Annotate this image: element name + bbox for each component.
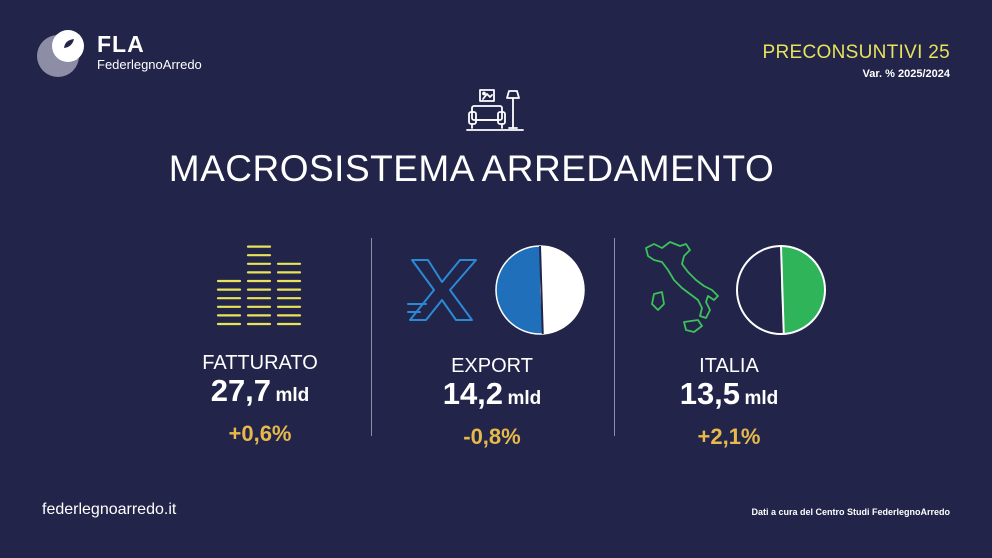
stat-value: 27,7 mld bbox=[160, 374, 360, 414]
footer-credit: Dati a cura del Centro Studi FederlegnoA… bbox=[751, 507, 950, 517]
bars-icon bbox=[216, 245, 302, 326]
divider bbox=[371, 238, 372, 436]
stat-fatturato: FATTURATO 27,7 mld +0,6% bbox=[160, 352, 360, 446]
stat-number: 14,2 bbox=[442, 376, 504, 411]
italy-map-icon bbox=[645, 241, 719, 333]
sofa-lamp-icon bbox=[466, 89, 524, 131]
stat-change: -0,8% bbox=[463, 424, 521, 449]
stat-label: EXPORT bbox=[451, 355, 533, 377]
fla-logo-icon bbox=[37, 30, 84, 77]
stat-label: ITALIA bbox=[699, 355, 759, 377]
export-pie-chart bbox=[495, 245, 585, 335]
brand-subtitle: FederlegnoArredo bbox=[97, 57, 202, 72]
divider bbox=[614, 238, 615, 436]
stat-unit: mld bbox=[507, 388, 542, 409]
variation-label: Var. % 2025/2024 bbox=[862, 68, 950, 80]
stat-change: +0,6% bbox=[228, 421, 292, 446]
page-title: MACROSISTEMA ARREDAMENTO bbox=[168, 148, 775, 189]
stat-change: +2,1% bbox=[697, 424, 761, 449]
stat-italia: ITALIA 13,5 mld +2,1% bbox=[629, 355, 829, 449]
stat-export: EXPORT 14,2 mld -0,8% bbox=[392, 355, 592, 449]
pie-divider bbox=[539, 245, 544, 334]
stat-value: 13,5 mld bbox=[629, 377, 829, 417]
pie-divider bbox=[780, 245, 785, 334]
export-x-icon bbox=[407, 259, 477, 321]
brand-title: FLA bbox=[97, 31, 145, 57]
stat-unit: mld bbox=[744, 388, 779, 409]
italia-pie-slice bbox=[781, 246, 825, 334]
stat-label: FATTURATO bbox=[202, 352, 318, 374]
preconsuntivi-label: PRECONSUNTIVI 25 bbox=[762, 42, 950, 63]
italia-pie-chart bbox=[736, 245, 826, 335]
stat-number: 13,5 bbox=[679, 376, 741, 411]
stat-value: 14,2 mld bbox=[392, 377, 592, 417]
stat-number: 27,7 bbox=[210, 373, 272, 408]
footer-link[interactable]: federlegnoarredo.it bbox=[42, 501, 177, 518]
stat-unit: mld bbox=[275, 385, 310, 406]
export-pie-slice bbox=[495, 246, 543, 334]
